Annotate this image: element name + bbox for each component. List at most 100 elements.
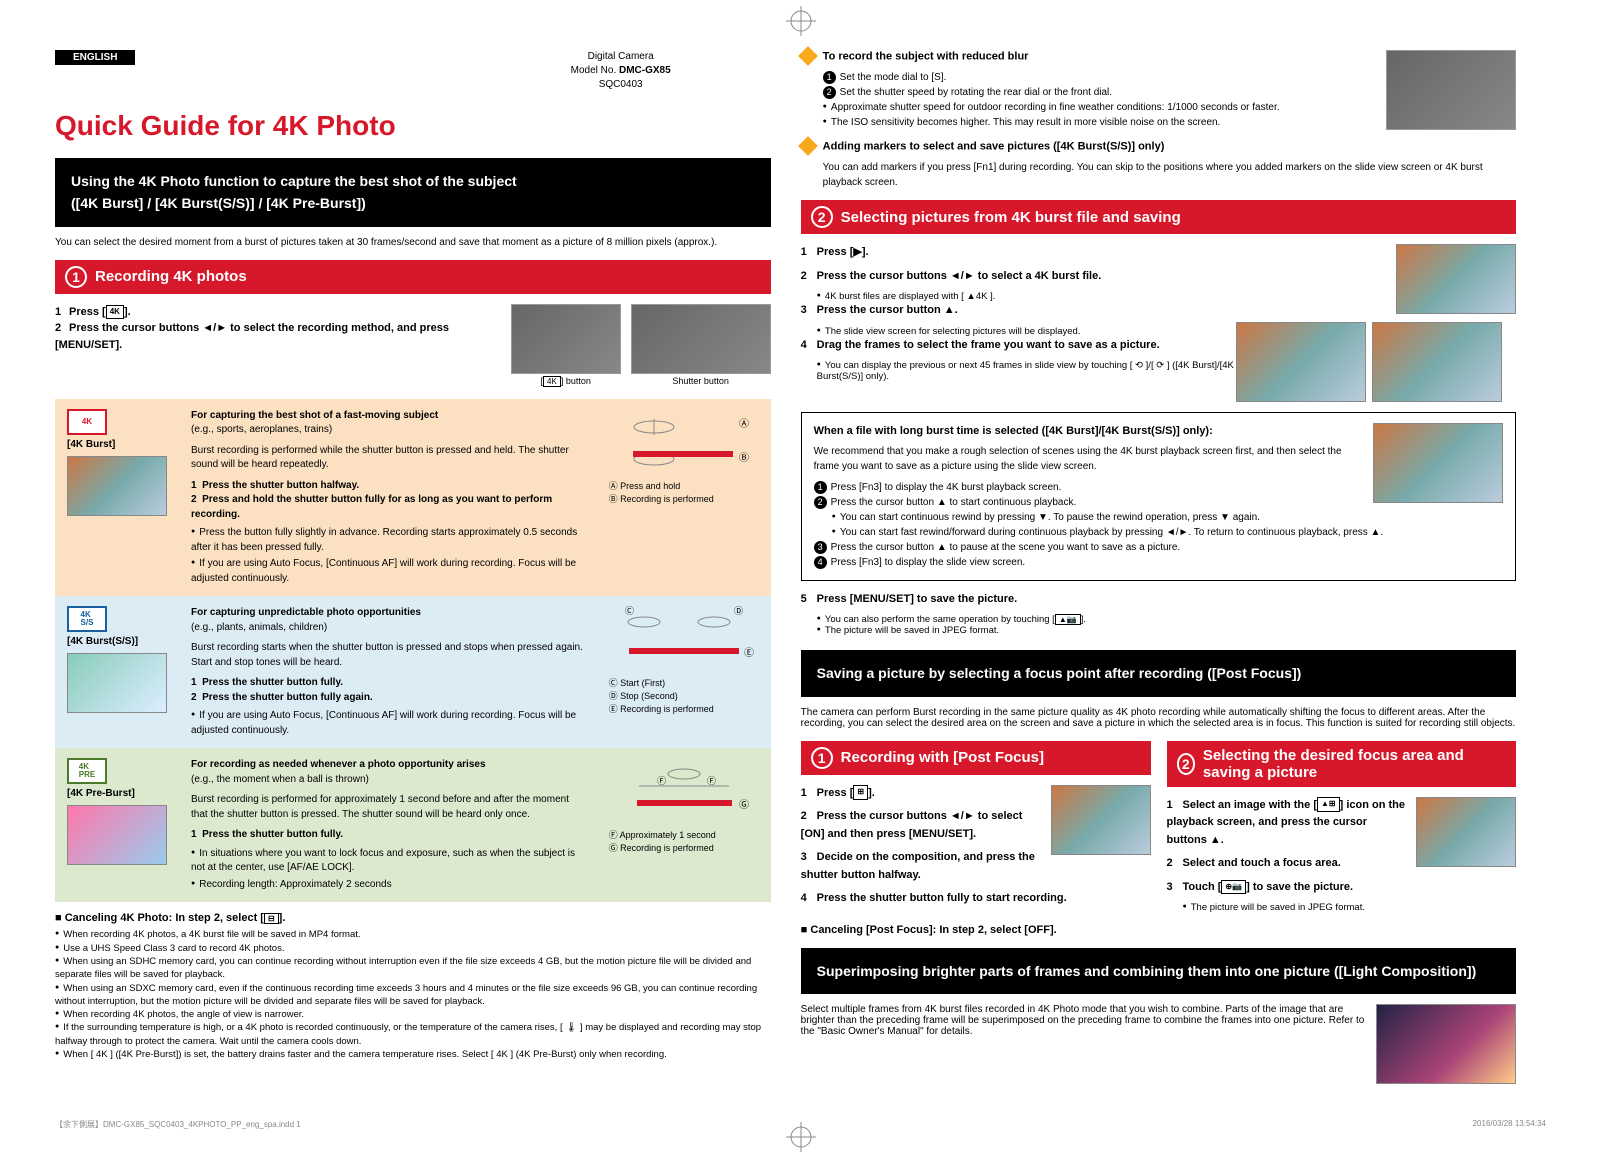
burst-note2: If you are using Auto Focus, [Continuous… — [191, 557, 585, 586]
mode-table: 4K [4K Burst] For capturing the best sho… — [55, 399, 771, 903]
svg-text:Ⓖ: Ⓖ — [739, 799, 749, 811]
svg-text:Ⓓ: Ⓓ — [734, 606, 743, 616]
pf-record-image — [1051, 785, 1151, 855]
ss-example: (e.g., plants, animals, children) — [191, 621, 585, 636]
burst-file-image — [1396, 244, 1516, 314]
usage-heading: Using the 4K Photo function to capture t… — [55, 158, 771, 227]
section-num: 2 — [811, 206, 833, 228]
pf1-s4: Press the shutter button fully to start … — [817, 892, 1067, 904]
burst-icon: 4K — [67, 409, 107, 435]
crop-mark-bottom — [786, 1122, 816, 1152]
sel-step2: Press the cursor buttons ◄/► to select a… — [817, 270, 1102, 282]
tip-markers: Adding markers to select and save pictur… — [801, 140, 1517, 154]
guide-g4: Press [Fn3] to display the slide view sc… — [831, 557, 1026, 568]
pf1-s2: Press the cursor buttons ◄/► to select [… — [801, 810, 1023, 840]
pre-label: [4K Pre-Burst] — [67, 788, 167, 799]
pf-button-icon: ⊞ — [853, 785, 868, 800]
note-b3: When using an SDHC memory card, you can … — [55, 955, 771, 982]
save-touch-icon: ▲📷 — [1055, 614, 1081, 625]
ss-sample-image — [67, 653, 167, 713]
ss-note1: If you are using Auto Focus, [Continuous… — [191, 709, 585, 738]
section-recording: 1 Recording 4K photos — [55, 260, 771, 294]
svg-text:Ⓑ: Ⓑ — [739, 452, 749, 464]
model-number: DMC-GX85 — [619, 65, 671, 76]
svg-text:Ⓔ: Ⓔ — [744, 647, 754, 659]
mode-row-pre: 4K PRE [4K Pre-Burst] For recording as n… — [55, 748, 771, 902]
pre-sample-image — [67, 805, 167, 865]
sel-step5b: The picture will be saved in JPEG format… — [817, 625, 1517, 636]
post-focus-intro: The camera can perform Burst recording i… — [801, 707, 1517, 729]
left-column: ENGLISH Digital Camera Model No. DMC-GX8… — [55, 50, 771, 1084]
burst-desc: Burst recording is performed while the s… — [191, 444, 585, 473]
rec-step-2: 2Press the cursor buttons ◄/► to select … — [55, 320, 496, 353]
usage-line1: Using the 4K Photo function to capture t… — [71, 170, 755, 192]
pf-select-image — [1416, 797, 1516, 867]
burst-dia-a: Ⓐ Press and hold — [609, 479, 759, 492]
pre-dia-f: Ⓕ Approximately 1 second — [609, 828, 759, 841]
svg-text:Ⓒ: Ⓒ — [625, 606, 634, 616]
burst-note1: Press the button fully slightly in advan… — [191, 526, 585, 555]
camera-images: [4K] button Shutter button — [511, 304, 771, 387]
cancel-title: ■ Canceling 4K Photo: In step 2, select … — [55, 912, 771, 924]
markers-text: You can add markers if you press [Fn1] d… — [823, 160, 1517, 190]
blur-step1: Set the mode dial to [S]. — [840, 72, 947, 83]
pf2-s2: Select and touch a focus area. — [1183, 857, 1341, 869]
ss-dia-e: Ⓔ Recording is performed — [609, 702, 759, 715]
mode-row-ss: 4K S/S [4K Burst(S/S)] For capturing unp… — [55, 596, 771, 748]
sel-step4: Drag the frames to select the frame you … — [817, 339, 1160, 351]
slide-view-image-1 — [1236, 322, 1366, 402]
sel-step5: Press [MENU/SET] to save the picture. — [817, 593, 1018, 605]
note-b7: When [ 4K ] ([4K Pre-Burst]) is set, the… — [55, 1048, 771, 1061]
pre-note2: Recording length: Approximately 2 second… — [191, 878, 585, 893]
light-comp-image — [1376, 1004, 1516, 1084]
blur-example-image — [1386, 50, 1516, 130]
guide-g1: Press [Fn3] to display the 4K burst play… — [831, 482, 1062, 493]
model-info: Digital Camera Model No. DMC-GX85 SQC040… — [471, 50, 771, 92]
pf2-note: The picture will be saved in JPEG format… — [1183, 902, 1517, 913]
svg-text:Ⓕ: Ⓕ — [657, 776, 666, 786]
diamond-icon — [798, 46, 818, 66]
main-title: Quick Guide for 4K Photo — [55, 110, 771, 142]
pre-desc: Burst recording is performed for approxi… — [191, 793, 585, 822]
burst-example: (e.g., sports, aeroplanes, trains) — [191, 423, 585, 438]
pf1-s3: Decide on the composition, and press the… — [801, 851, 1035, 881]
camera-top-view — [511, 304, 621, 374]
ss-desc: Burst recording starts when the shutter … — [191, 641, 585, 670]
rec-step-1: 1Press [4K]. — [55, 304, 496, 321]
pre-step1: Press the shutter button fully. — [202, 829, 343, 840]
note-b1: When recording 4K photos, a 4K burst fil… — [55, 928, 771, 941]
pf2-s1: Select an image with the [▲⊞] icon on th… — [1167, 799, 1406, 846]
pf1-cancel: ■ Canceling [Post Focus]: In step 2, sel… — [801, 924, 1151, 936]
ss-diagram: Ⓒ Ⓓ Ⓔ — [609, 606, 759, 674]
4k-button-icon: 4K — [106, 305, 124, 319]
burst-diagram: Ⓐ Ⓑ — [609, 409, 759, 477]
pre-heading: For recording as needed whenever a photo… — [191, 758, 585, 773]
burst-heading: For capturing the best shot of a fast-mo… — [191, 409, 585, 424]
diamond-icon — [798, 136, 818, 156]
ss-dia-c: Ⓒ Start (First) — [609, 676, 759, 689]
language-badge: ENGLISH — [55, 50, 135, 65]
pre-note1: In situations where you want to lock foc… — [191, 847, 585, 876]
save-icon: ⊕📷 — [1221, 880, 1246, 895]
section-pf-select: 2 Selecting the desired focus area and s… — [1167, 741, 1517, 787]
slide-view-image-2 — [1372, 322, 1502, 402]
4k-button-caption: [4K] button — [511, 376, 621, 387]
long-burst-guide: When a file with long burst time is sele… — [801, 412, 1517, 581]
ss-heading: For capturing unpredictable photo opport… — [191, 606, 585, 621]
camera-front-view — [631, 304, 771, 374]
section-pf-record: 1 Recording with [Post Focus] — [801, 741, 1151, 775]
sel-step3: Press the cursor button ▲. — [817, 304, 958, 316]
intro-text: You can select the desired moment from a… — [55, 237, 771, 248]
guide-image — [1373, 423, 1503, 503]
svg-text:Ⓐ: Ⓐ — [739, 418, 749, 430]
section-title: Recording 4K photos — [95, 268, 247, 285]
burst-dia-b: Ⓑ Recording is performed — [609, 492, 759, 505]
pre-diagram: ⒻⒻ Ⓖ — [609, 758, 759, 826]
pf2-s3: Touch [⊕📷] to save the picture. — [1183, 881, 1354, 893]
blur-step2: Set the shutter speed by rotating the re… — [840, 87, 1112, 98]
burst-step1: Press the shutter button halfway. — [202, 480, 359, 491]
note-b2: Use a UHS Speed Class 3 card to record 4… — [55, 942, 771, 955]
doc-number: SQC0403 — [471, 78, 771, 92]
crop-mark-top — [786, 6, 816, 36]
cancel-notes: ■ Canceling 4K Photo: In step 2, select … — [55, 912, 771, 1061]
